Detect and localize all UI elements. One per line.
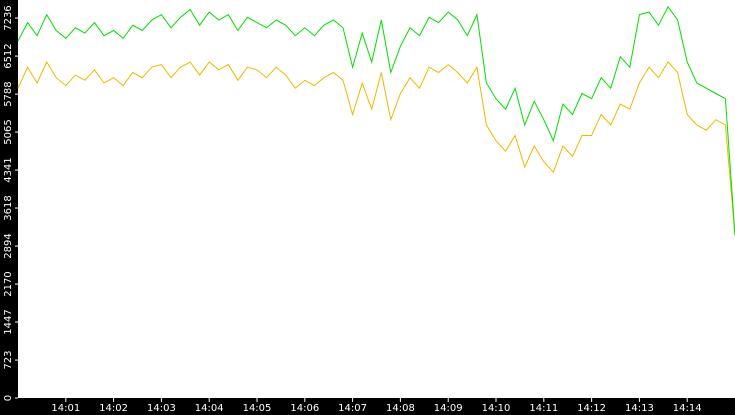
y-tick-label: 2894 bbox=[3, 233, 14, 258]
y-tick-label: 7236 bbox=[3, 5, 14, 30]
y-tick-label: 2170 bbox=[3, 271, 14, 296]
series-line bbox=[17, 60, 735, 236]
y-tick-label: 0 bbox=[3, 395, 14, 401]
x-tick-label: 14:03 bbox=[147, 403, 176, 414]
x-tick-label: 14:06 bbox=[290, 403, 319, 414]
y-tick-label: 1447 bbox=[3, 309, 14, 334]
x-tick-label: 14:09 bbox=[434, 403, 463, 414]
y-tick-label: 3618 bbox=[3, 195, 14, 220]
y-tick-label: 4341 bbox=[3, 157, 14, 182]
y-axis-strip bbox=[0, 0, 18, 415]
x-tick-label: 14:01 bbox=[51, 403, 80, 414]
x-axis-strip bbox=[0, 398, 735, 415]
series-line bbox=[17, 5, 735, 236]
y-tick-label: 5065 bbox=[3, 119, 14, 144]
x-tick-label: 14:07 bbox=[338, 403, 367, 414]
x-tick-label: 14:05 bbox=[243, 403, 272, 414]
x-tick-label: 14:04 bbox=[195, 403, 224, 414]
x-tick-label: 14:08 bbox=[386, 403, 415, 414]
x-tick-label: 14:10 bbox=[482, 403, 511, 414]
x-tick-label: 14:02 bbox=[99, 403, 128, 414]
y-tick-label: 6512 bbox=[3, 43, 14, 68]
y-tick-label: 5788 bbox=[3, 81, 14, 106]
y-tick-label: 723 bbox=[3, 350, 14, 369]
x-tick-label: 14:12 bbox=[577, 403, 606, 414]
x-tick-label: 14:11 bbox=[529, 403, 558, 414]
x-tick-label: 14:13 bbox=[625, 403, 654, 414]
x-tick-label: 14:14 bbox=[673, 403, 702, 414]
